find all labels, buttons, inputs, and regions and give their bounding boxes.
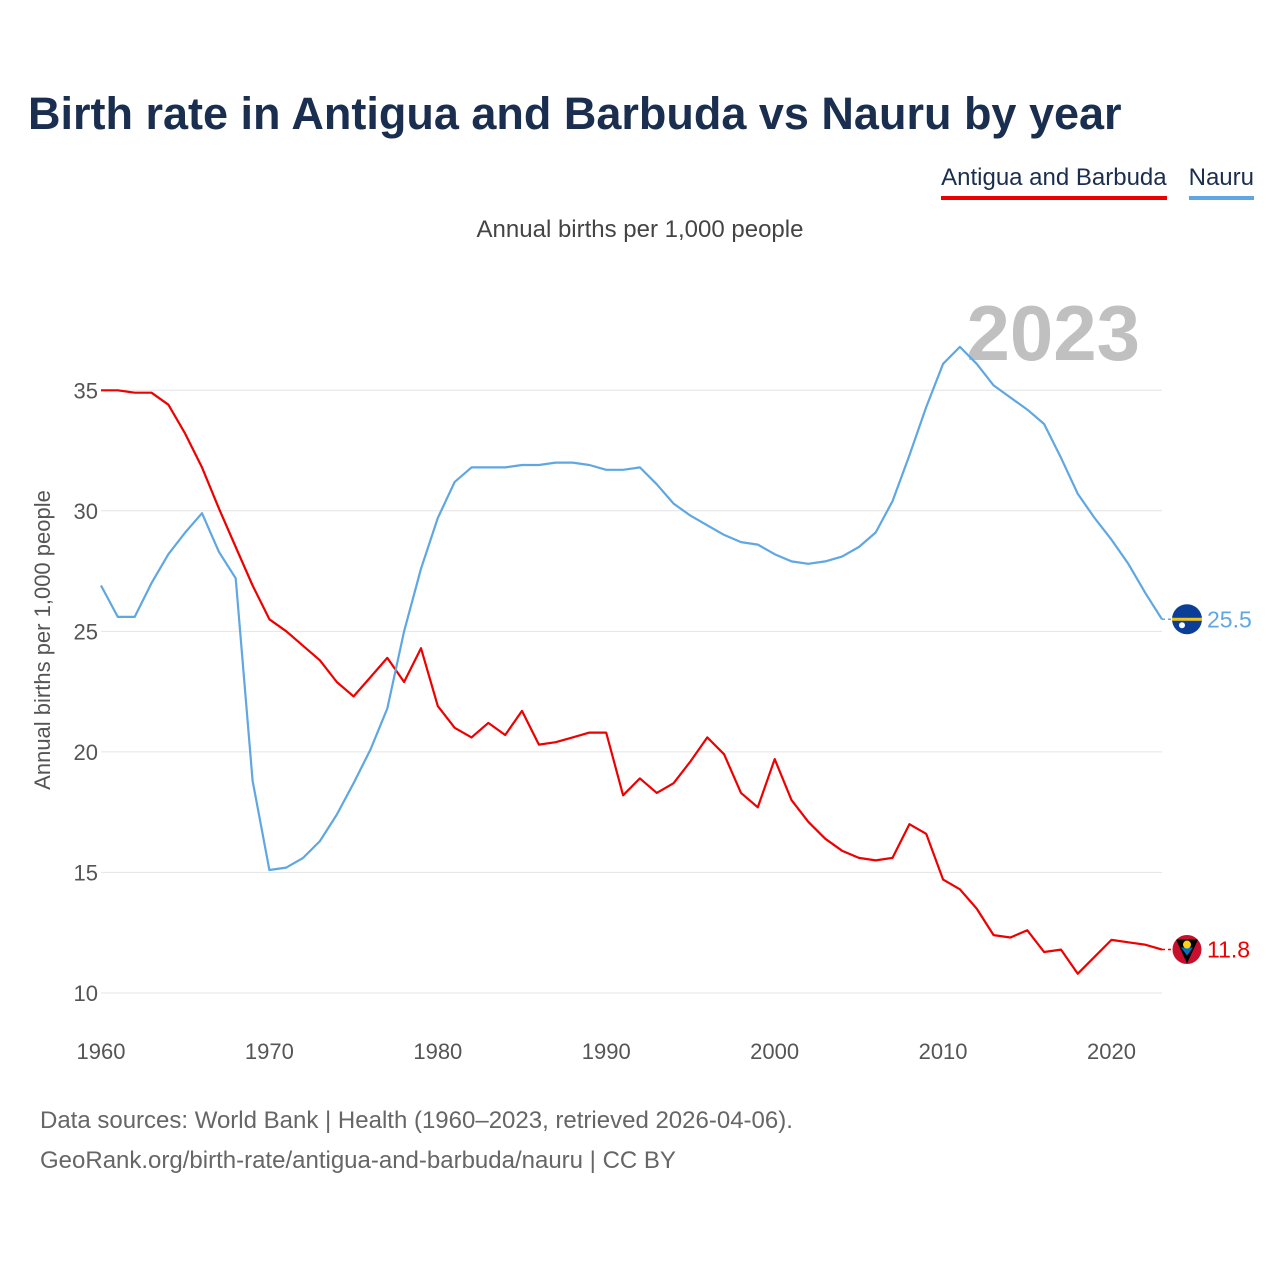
x-tick-label: 2000 bbox=[750, 1039, 799, 1064]
legend: Antigua and Barbuda Nauru bbox=[941, 164, 1254, 200]
y-tick-label: 30 bbox=[74, 499, 98, 524]
chart-title: Birth rate in Antigua and Barbuda vs Nau… bbox=[28, 88, 1122, 139]
x-tick-label: 1990 bbox=[582, 1039, 631, 1064]
y-tick-label: 10 bbox=[74, 981, 98, 1006]
end-markers: 11.8 25.5 bbox=[1162, 604, 1252, 966]
flag-icon-antigua bbox=[1171, 934, 1203, 966]
series-line-nauru[interactable] bbox=[100, 345, 1163, 872]
source-line-2: GeoRank.org/birth-rate/antigua-and-barbu… bbox=[40, 1147, 676, 1174]
grid-lines bbox=[101, 389, 1162, 994]
axis-labels: 10 15 20 25 30 35 1960 1970 1980 1990 2000 2010 2020… bbox=[30, 378, 1136, 1064]
x-tick-label: 1970 bbox=[245, 1039, 294, 1064]
x-tick-label: 1980 bbox=[413, 1039, 462, 1064]
flag-icon-nauru bbox=[1172, 604, 1202, 635]
series-lines bbox=[100, 345, 1163, 975]
series-line-antigua[interactable] bbox=[101, 389, 1163, 975]
y-tick-label: 25 bbox=[74, 619, 98, 644]
x-tick-label: 2010 bbox=[919, 1039, 968, 1064]
x-tick-label: 1960 bbox=[77, 1039, 126, 1064]
chart-subtitle: Annual births per 1,000 people bbox=[476, 216, 804, 243]
y-axis-title: Annual births per 1,000 people bbox=[30, 490, 55, 790]
line-chart: 10 15 20 25 30 35 1960 1970 1980 1990 2000 2010 2020… bbox=[30, 289, 1252, 1064]
legend-item-nauru[interactable]: Nauru bbox=[1188, 164, 1254, 200]
end-label-antigua: 11.8 bbox=[1207, 937, 1250, 963]
y-tick-label: 35 bbox=[74, 378, 98, 403]
year-watermark: 2023 bbox=[966, 289, 1140, 377]
x-tick-label: 2020 bbox=[1087, 1039, 1136, 1064]
y-tick-label: 20 bbox=[74, 740, 98, 765]
end-label-nauru: 25.5 bbox=[1207, 606, 1252, 632]
legend-item-antigua[interactable]: Antigua and Barbuda bbox=[941, 164, 1167, 200]
y-tick-label: 15 bbox=[74, 860, 98, 885]
source-line-1: Data sources: World Bank | Health (1960–… bbox=[40, 1107, 793, 1134]
